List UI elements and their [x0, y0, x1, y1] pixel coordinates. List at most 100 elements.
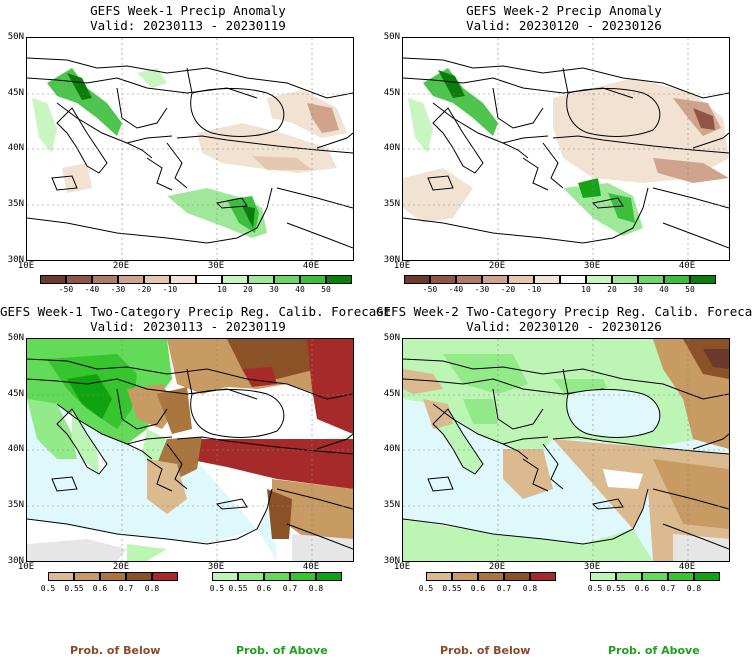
- colorbar-tick: -50: [422, 285, 438, 294]
- lat-label: 40N: [7, 143, 24, 153]
- lat-label: 50N: [7, 333, 24, 343]
- colorbar-tick: -10: [162, 285, 178, 294]
- colorbar-swatch: [66, 275, 92, 284]
- colorbar-swatch: [694, 572, 720, 581]
- colorbar-swatch: [274, 275, 300, 284]
- colorbar-swatch: [152, 572, 178, 581]
- lon-label: 20E: [112, 562, 130, 572]
- colorbar-swatch: [430, 275, 456, 284]
- colorbar-swatch: [290, 572, 316, 581]
- below-colorbar: 0.5 0.55 0.6 0.7 0.8: [41, 572, 183, 596]
- colorbar-swatch: [100, 572, 126, 581]
- colorbar-swatch: [560, 275, 586, 284]
- colorbar-tick: 0.8: [686, 584, 702, 593]
- anomaly-colorbar: -50 -40 -30 -20 -10 10 20 30 40 50: [404, 275, 719, 297]
- colorbar-swatch: [534, 275, 560, 284]
- panel-week2-probability: GEFS Week-2 Two-Category Precip Reg. Cal…: [376, 300, 752, 662]
- colorbar-tick: 10: [581, 285, 591, 294]
- colorbar-swatch: [616, 572, 642, 581]
- colorbar-tick: 0.55: [228, 584, 248, 593]
- lon-label: 30E: [583, 261, 601, 271]
- colorbar-tick: -50: [58, 285, 74, 294]
- colorbar-swatch: [452, 572, 478, 581]
- colorbar-swatch: [170, 275, 196, 284]
- prob-below-label: Prob. of Below: [440, 644, 531, 657]
- colorbar-swatch: [326, 275, 352, 284]
- lat-label: 35N: [383, 199, 400, 209]
- lon-label: 10E: [393, 562, 411, 572]
- colorbar-tick: 0.5: [40, 584, 56, 593]
- colorbar-tick: 0.55: [442, 584, 462, 593]
- colorbar-tick: 0.7: [282, 584, 298, 593]
- colorbar-swatch: [48, 572, 74, 581]
- panel-title: GEFS Week-2 Two-Category Precip Reg. Cal…: [376, 304, 752, 319]
- colorbar-swatch: [196, 275, 222, 284]
- lat-label: 45N: [383, 389, 400, 399]
- colorbar-tick: 0.6: [256, 584, 272, 593]
- colorbar-tick: 0.8: [308, 584, 324, 593]
- colorbar-tick: 0.8: [144, 584, 160, 593]
- lon-label: 40E: [678, 562, 696, 572]
- lat-label: 40N: [383, 444, 400, 454]
- colorbar-tick: -40: [84, 285, 100, 294]
- colorbar-tick: 30: [269, 285, 279, 294]
- panel-title: GEFS Week-1 Precip Anomaly: [90, 3, 286, 18]
- lat-label: 30N: [7, 255, 24, 265]
- lat-label: 45N: [383, 88, 400, 98]
- lat-label: 50N: [383, 32, 400, 42]
- colorbar-tick: 0.55: [64, 584, 84, 593]
- colorbar-swatch: [248, 275, 274, 284]
- colorbar-swatch: [126, 572, 152, 581]
- colorbar-tick: -30: [474, 285, 490, 294]
- colorbar-tick: 0.7: [660, 584, 676, 593]
- colorbar-tick: -40: [448, 285, 464, 294]
- lat-label: 40N: [7, 444, 24, 454]
- lon-label: 10E: [17, 562, 35, 572]
- lat-label: 50N: [7, 32, 24, 42]
- lat-label: 30N: [383, 255, 400, 265]
- panel-week2-anomaly: GEFS Week-2 Precip Anomaly Valid: 202301…: [376, 0, 752, 300]
- colorbar-swatch: [612, 275, 638, 284]
- lat-label: 35N: [7, 500, 24, 510]
- colorbar-swatch: [478, 572, 504, 581]
- colorbar-tick: 20: [243, 285, 253, 294]
- colorbar-swatch: [482, 275, 508, 284]
- lat-label: 40N: [383, 143, 400, 153]
- lat-label: 30N: [7, 556, 24, 566]
- anomaly-map: [26, 37, 354, 261]
- colorbar-tick: 0.8: [522, 584, 538, 593]
- colorbar-swatch: [508, 275, 534, 284]
- colorbar-swatch: [92, 275, 118, 284]
- colorbar-tick: 50: [685, 285, 695, 294]
- colorbar-tick: 0.5: [209, 584, 225, 593]
- lon-label: 20E: [488, 261, 506, 271]
- colorbar-tick: 0.7: [118, 584, 134, 593]
- colorbar-swatch: [144, 275, 170, 284]
- colorbar-tick: 40: [295, 285, 305, 294]
- colorbar-swatch: [300, 275, 326, 284]
- colorbar-swatch: [404, 275, 430, 284]
- colorbar-tick: 40: [659, 285, 669, 294]
- colorbar-swatch: [212, 572, 238, 581]
- colorbar-tick: 10: [217, 285, 227, 294]
- colorbar-tick: -30: [110, 285, 126, 294]
- anomaly-map: [402, 37, 730, 261]
- above-colorbar: 0.5 0.55 0.6 0.7 0.8: [588, 572, 725, 596]
- colorbar-tick: 0.6: [634, 584, 650, 593]
- panel-valid: Valid: 20230113 - 20230119: [90, 18, 286, 33]
- lon-label: 30E: [207, 562, 225, 572]
- lon-label: 40E: [678, 261, 696, 271]
- panel-title: GEFS Week-1 Two-Category Precip Reg. Cal…: [0, 304, 392, 319]
- colorbar-swatch: [664, 275, 690, 284]
- colorbar-tick: 30: [633, 285, 643, 294]
- colorbar-swatch: [504, 572, 530, 581]
- lat-label: 35N: [383, 500, 400, 510]
- colorbar-swatch: [586, 275, 612, 284]
- colorbar-swatch: [264, 572, 290, 581]
- panel-week1-probability: GEFS Week-1 Two-Category Precip Reg. Cal…: [0, 300, 392, 662]
- prob-below-label: Prob. of Below: [70, 644, 161, 657]
- colorbar-swatch: [638, 275, 664, 284]
- colorbar-tick: 0.6: [470, 584, 486, 593]
- colorbar-swatch: [668, 572, 694, 581]
- lat-label: 45N: [7, 88, 24, 98]
